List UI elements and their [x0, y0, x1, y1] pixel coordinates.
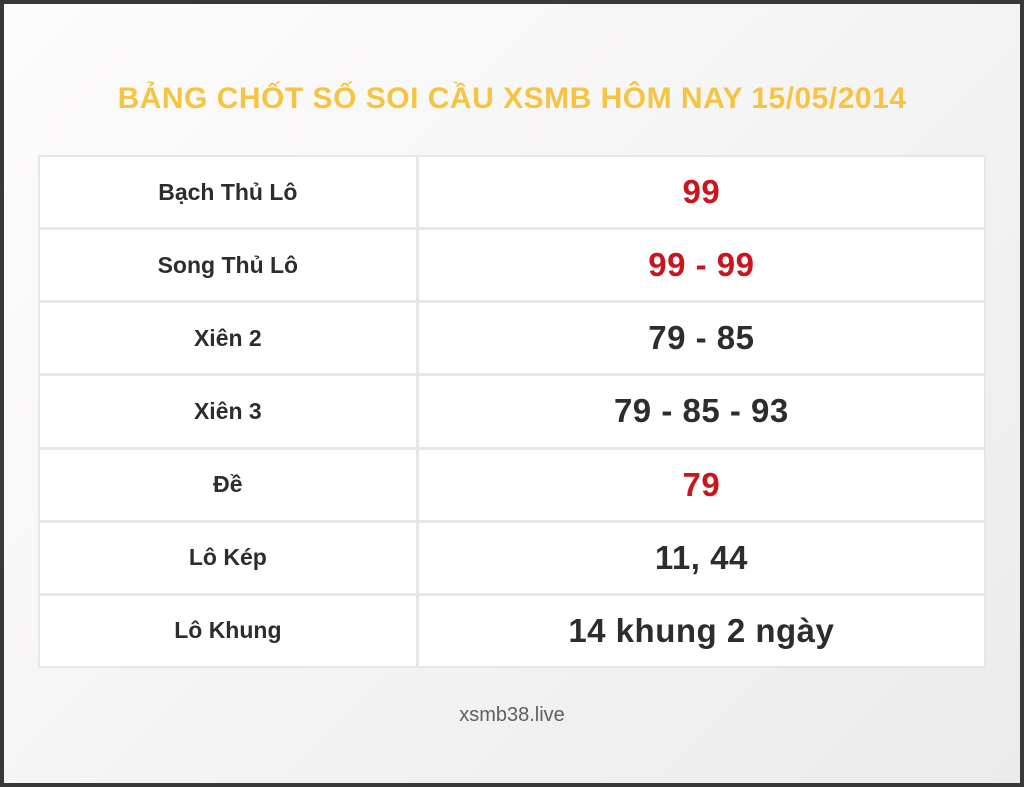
row-label: Đề — [40, 449, 416, 520]
row-label: Song Thủ Lô — [40, 230, 416, 301]
row-value: 79 - 85 - 93 — [418, 376, 984, 447]
prediction-table: Bạch Thủ Lô 99 Song Thủ Lô 99 - 99 Xiên … — [38, 155, 986, 668]
table-row: Xiên 2 79 - 85 — [40, 303, 984, 374]
row-value: 99 — [418, 157, 984, 228]
row-label: Xiên 2 — [40, 303, 416, 374]
row-value: 11, 44 — [418, 522, 984, 593]
table-row: Xiên 3 79 - 85 - 93 — [40, 376, 984, 447]
row-value: 99 - 99 — [418, 230, 984, 301]
row-label: Xiên 3 — [40, 376, 416, 447]
row-label: Lô Kép — [40, 522, 416, 593]
table-row: Lô Khung 14 khung 2 ngày — [40, 595, 984, 666]
table-row: Bạch Thủ Lô 99 — [40, 157, 984, 228]
row-label: Bạch Thủ Lô — [40, 157, 416, 228]
row-value: 79 - 85 — [418, 303, 984, 374]
site-watermark: xsmb38.live — [459, 704, 565, 726]
table-row: Lô Kép 11, 44 — [40, 522, 984, 593]
row-label: Lô Khung — [40, 595, 416, 666]
table-row: Song Thủ Lô 99 - 99 — [40, 230, 984, 301]
table-row: Đề 79 — [40, 449, 984, 520]
row-value: 14 khung 2 ngày — [418, 595, 984, 666]
page-title: BẢNG CHỐT SỐ SOI CẦU XSMB HÔM NAY 15/05/… — [117, 82, 907, 115]
row-value: 79 — [418, 449, 984, 520]
